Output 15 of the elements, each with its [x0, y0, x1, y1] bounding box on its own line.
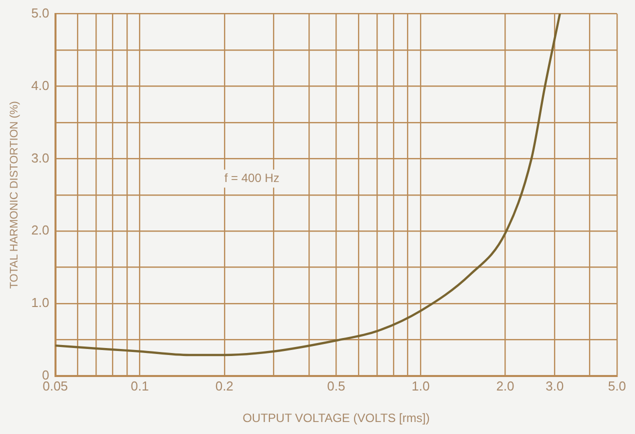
y-tick-label: 1.0	[31, 295, 50, 310]
y-tick-label: 4.0	[31, 78, 50, 93]
x-tick-label: 0.5	[327, 378, 346, 394]
y-axis-title: TOTAL HARMONIC DISTORTION (%)	[8, 101, 21, 289]
x-tick-label: 0.1	[130, 378, 149, 394]
x-tick-label: 5.0	[608, 378, 626, 394]
x-axis-title: OUTPUT VOLTAGE (VOLTS [rms])	[242, 411, 430, 426]
y-tick-label: 3.0	[31, 150, 50, 166]
y-tick-label: 5.0	[31, 5, 50, 20]
x-tick-label: 0.2	[215, 378, 234, 394]
x-tick-label: 2.0	[496, 378, 514, 394]
y-tick-label: 2.0	[31, 222, 50, 238]
x-tick-label: 1.0	[412, 378, 430, 394]
x-tick-label: 3.0	[546, 378, 564, 394]
annotation: f = 400 Hz	[224, 170, 280, 185]
